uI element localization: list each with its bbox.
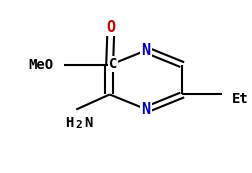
Text: 2: 2 <box>75 120 81 130</box>
Text: C: C <box>109 57 117 71</box>
Text: MeO: MeO <box>28 58 53 72</box>
Text: Et: Et <box>231 92 248 106</box>
Text: N: N <box>141 102 150 117</box>
Text: O: O <box>106 20 115 35</box>
Text: H: H <box>65 116 74 130</box>
Text: N: N <box>84 116 92 130</box>
Text: N: N <box>141 43 150 58</box>
